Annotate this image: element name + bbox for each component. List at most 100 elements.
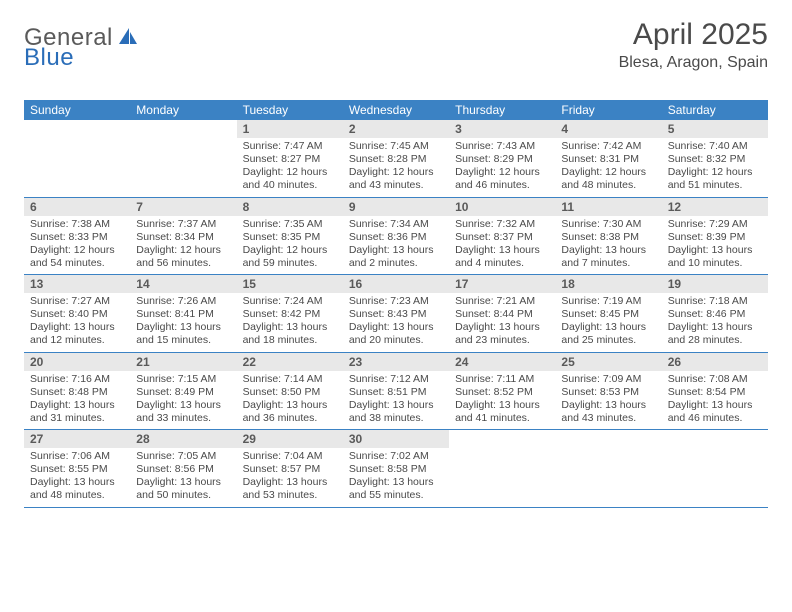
sunrise-text: Sunrise: 7:09 AM xyxy=(561,373,655,386)
day-body: Sunrise: 7:40 AMSunset: 8:32 PMDaylight:… xyxy=(662,138,768,193)
sunset-text: Sunset: 8:38 PM xyxy=(561,231,655,244)
title-block: April 2025 Blesa, Aragon, Spain xyxy=(619,18,768,72)
location: Blesa, Aragon, Spain xyxy=(619,54,768,72)
sunset-text: Sunset: 8:43 PM xyxy=(349,308,443,321)
day-body: Sunrise: 7:32 AMSunset: 8:37 PMDaylight:… xyxy=(449,216,555,271)
daylight-text: Daylight: 13 hours and 20 minutes. xyxy=(349,321,443,347)
day-cell: 16Sunrise: 7:23 AMSunset: 8:43 PMDayligh… xyxy=(343,275,449,352)
sunrise-text: Sunrise: 7:24 AM xyxy=(243,295,337,308)
dow-friday: Friday xyxy=(555,100,661,120)
day-number: 14 xyxy=(130,275,236,293)
day-number: 4 xyxy=(555,120,661,138)
day-cell: 12Sunrise: 7:29 AMSunset: 8:39 PMDayligh… xyxy=(662,198,768,275)
day-cell: 7Sunrise: 7:37 AMSunset: 8:34 PMDaylight… xyxy=(130,198,236,275)
day-number: 30 xyxy=(343,430,449,448)
sunrise-text: Sunrise: 7:16 AM xyxy=(30,373,124,386)
day-number: 1 xyxy=(237,120,343,138)
day-cell: 28Sunrise: 7:05 AMSunset: 8:56 PMDayligh… xyxy=(130,430,236,507)
day-number xyxy=(130,120,236,124)
day-body: Sunrise: 7:09 AMSunset: 8:53 PMDaylight:… xyxy=(555,371,661,426)
empty-cell xyxy=(662,430,768,507)
day-number xyxy=(24,120,130,124)
day-body: Sunrise: 7:29 AMSunset: 8:39 PMDaylight:… xyxy=(662,216,768,271)
day-number: 12 xyxy=(662,198,768,216)
sunset-text: Sunset: 8:35 PM xyxy=(243,231,337,244)
sunset-text: Sunset: 8:28 PM xyxy=(349,153,443,166)
sunset-text: Sunset: 8:40 PM xyxy=(30,308,124,321)
day-number: 23 xyxy=(343,353,449,371)
daylight-text: Daylight: 13 hours and 25 minutes. xyxy=(561,321,655,347)
day-body: Sunrise: 7:45 AMSunset: 8:28 PMDaylight:… xyxy=(343,138,449,193)
dow-thursday: Thursday xyxy=(449,100,555,120)
daylight-text: Daylight: 13 hours and 4 minutes. xyxy=(455,244,549,270)
day-number: 27 xyxy=(24,430,130,448)
day-cell: 3Sunrise: 7:43 AMSunset: 8:29 PMDaylight… xyxy=(449,120,555,197)
sunset-text: Sunset: 8:45 PM xyxy=(561,308,655,321)
sunrise-text: Sunrise: 7:37 AM xyxy=(136,218,230,231)
day-cell: 29Sunrise: 7:04 AMSunset: 8:57 PMDayligh… xyxy=(237,430,343,507)
day-number: 24 xyxy=(449,353,555,371)
sunset-text: Sunset: 8:27 PM xyxy=(243,153,337,166)
sunrise-text: Sunrise: 7:23 AM xyxy=(349,295,443,308)
day-number: 26 xyxy=(662,353,768,371)
day-body: Sunrise: 7:47 AMSunset: 8:27 PMDaylight:… xyxy=(237,138,343,193)
sunrise-text: Sunrise: 7:43 AM xyxy=(455,140,549,153)
sunset-text: Sunset: 8:58 PM xyxy=(349,463,443,476)
sunset-text: Sunset: 8:41 PM xyxy=(136,308,230,321)
sunrise-text: Sunrise: 7:38 AM xyxy=(30,218,124,231)
sunrise-text: Sunrise: 7:08 AM xyxy=(668,373,762,386)
day-number: 5 xyxy=(662,120,768,138)
sunset-text: Sunset: 8:49 PM xyxy=(136,386,230,399)
day-number: 7 xyxy=(130,198,236,216)
header: General April 2025 Blesa, Aragon, Spain xyxy=(24,18,768,72)
day-body: Sunrise: 7:18 AMSunset: 8:46 PMDaylight:… xyxy=(662,293,768,348)
day-cell: 10Sunrise: 7:32 AMSunset: 8:37 PMDayligh… xyxy=(449,198,555,275)
day-number: 29 xyxy=(237,430,343,448)
day-cell: 1Sunrise: 7:47 AMSunset: 8:27 PMDaylight… xyxy=(237,120,343,197)
dow-row: SundayMondayTuesdayWednesdayThursdayFrid… xyxy=(24,100,768,120)
dow-monday: Monday xyxy=(130,100,236,120)
day-number: 20 xyxy=(24,353,130,371)
empty-cell xyxy=(24,120,130,197)
sunrise-text: Sunrise: 7:34 AM xyxy=(349,218,443,231)
sunset-text: Sunset: 8:32 PM xyxy=(668,153,762,166)
daylight-text: Daylight: 13 hours and 38 minutes. xyxy=(349,399,443,425)
daylight-text: Daylight: 13 hours and 36 minutes. xyxy=(243,399,337,425)
daylight-text: Daylight: 13 hours and 28 minutes. xyxy=(668,321,762,347)
daylight-text: Daylight: 13 hours and 10 minutes. xyxy=(668,244,762,270)
daylight-text: Daylight: 13 hours and 41 minutes. xyxy=(455,399,549,425)
day-cell: 15Sunrise: 7:24 AMSunset: 8:42 PMDayligh… xyxy=(237,275,343,352)
sunset-text: Sunset: 8:46 PM xyxy=(668,308,762,321)
day-body: Sunrise: 7:23 AMSunset: 8:43 PMDaylight:… xyxy=(343,293,449,348)
day-cell: 2Sunrise: 7:45 AMSunset: 8:28 PMDaylight… xyxy=(343,120,449,197)
sail-icon xyxy=(117,26,139,51)
sunrise-text: Sunrise: 7:05 AM xyxy=(136,450,230,463)
day-cell: 6Sunrise: 7:38 AMSunset: 8:33 PMDaylight… xyxy=(24,198,130,275)
day-number: 18 xyxy=(555,275,661,293)
daylight-text: Daylight: 12 hours and 56 minutes. xyxy=(136,244,230,270)
day-body: Sunrise: 7:06 AMSunset: 8:55 PMDaylight:… xyxy=(24,448,130,503)
day-number: 19 xyxy=(662,275,768,293)
sunset-text: Sunset: 8:29 PM xyxy=(455,153,549,166)
sunrise-text: Sunrise: 7:02 AM xyxy=(349,450,443,463)
day-number: 8 xyxy=(237,198,343,216)
daylight-text: Daylight: 13 hours and 43 minutes. xyxy=(561,399,655,425)
sunset-text: Sunset: 8:51 PM xyxy=(349,386,443,399)
daylight-text: Daylight: 12 hours and 54 minutes. xyxy=(30,244,124,270)
day-number: 15 xyxy=(237,275,343,293)
sunset-text: Sunset: 8:57 PM xyxy=(243,463,337,476)
day-body: Sunrise: 7:11 AMSunset: 8:52 PMDaylight:… xyxy=(449,371,555,426)
day-cell: 25Sunrise: 7:09 AMSunset: 8:53 PMDayligh… xyxy=(555,353,661,430)
day-body: Sunrise: 7:02 AMSunset: 8:58 PMDaylight:… xyxy=(343,448,449,503)
day-number: 3 xyxy=(449,120,555,138)
daylight-text: Daylight: 12 hours and 48 minutes. xyxy=(561,166,655,192)
sunrise-text: Sunrise: 7:47 AM xyxy=(243,140,337,153)
daylight-text: Daylight: 13 hours and 23 minutes. xyxy=(455,321,549,347)
sunrise-text: Sunrise: 7:06 AM xyxy=(30,450,124,463)
sunrise-text: Sunrise: 7:32 AM xyxy=(455,218,549,231)
daylight-text: Daylight: 13 hours and 50 minutes. xyxy=(136,476,230,502)
logo-word2: Blue xyxy=(24,44,74,71)
sunrise-text: Sunrise: 7:19 AM xyxy=(561,295,655,308)
sunrise-text: Sunrise: 7:27 AM xyxy=(30,295,124,308)
day-cell: 27Sunrise: 7:06 AMSunset: 8:55 PMDayligh… xyxy=(24,430,130,507)
